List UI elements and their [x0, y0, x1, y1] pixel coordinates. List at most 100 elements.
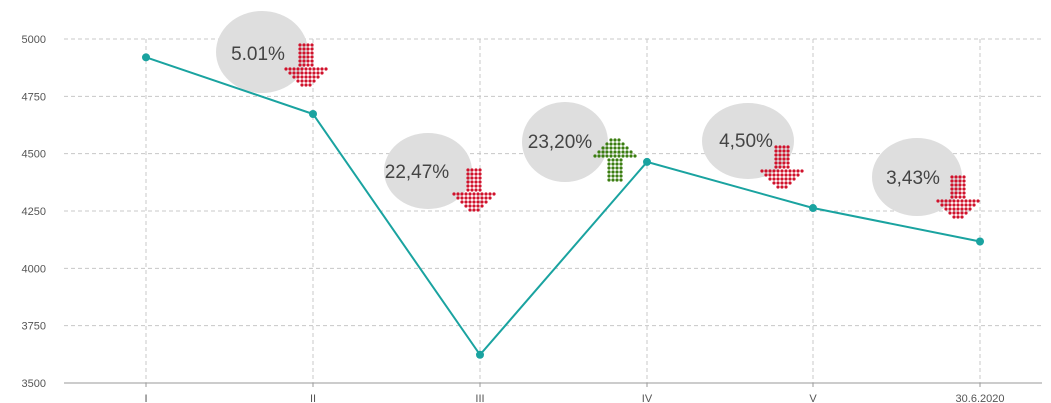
annotation-bubble	[522, 102, 608, 182]
arrow-dot	[601, 154, 605, 158]
arrow-dot	[940, 199, 944, 203]
arrow-dot	[968, 203, 972, 207]
arrow-dot	[607, 178, 611, 182]
arrow-dot	[780, 173, 784, 177]
change-annotation: 4,50%	[702, 103, 804, 189]
arrow-dot	[609, 150, 613, 154]
arrow-dot	[964, 199, 968, 203]
arrow-dot	[466, 172, 470, 176]
arrow-dot	[768, 169, 772, 173]
arrow-dot	[800, 169, 804, 173]
arrow-dot	[474, 176, 478, 180]
arrow-dot	[617, 142, 621, 146]
arrow-dot	[619, 158, 623, 162]
arrow-dot	[613, 150, 617, 154]
arrow-dot	[460, 200, 464, 204]
arrow-dot	[306, 43, 310, 47]
annotation-bubble	[384, 133, 472, 209]
arrow-dot	[952, 207, 956, 211]
arrow-dot	[625, 146, 629, 150]
arrow-dot	[617, 138, 621, 142]
arrow-dot	[304, 75, 308, 79]
arrow-dot	[960, 203, 964, 207]
arrow-dot	[950, 187, 954, 191]
arrow-dot	[613, 142, 617, 146]
arrow-dot	[316, 67, 320, 71]
arrow-dot	[480, 192, 484, 196]
arrow-dot	[792, 169, 796, 173]
arrow-dot	[302, 55, 306, 59]
arrow-dot	[621, 154, 625, 158]
arrow-dot	[629, 150, 633, 154]
arrow-dot	[312, 79, 316, 83]
arrow-dot	[476, 200, 480, 204]
arrow-dot	[780, 169, 784, 173]
arrow-dot	[778, 157, 782, 161]
arrow-dot	[306, 47, 310, 51]
arrow-dot	[964, 207, 968, 211]
arrow-dot	[774, 145, 778, 149]
arrow-dot	[310, 47, 314, 51]
arrow-dot	[488, 196, 492, 200]
arrow-dot	[774, 157, 778, 161]
arrow-dot	[611, 162, 615, 166]
annotation-bubble	[872, 138, 962, 216]
data-point	[643, 157, 651, 166]
arrow-dot	[308, 67, 312, 71]
arrow-dot	[784, 177, 788, 181]
arrow-dot	[615, 162, 619, 166]
arrow-dot	[962, 179, 966, 183]
arrow-dot	[786, 157, 790, 161]
arrow-dot	[782, 165, 786, 169]
grid-lines	[64, 38, 1042, 383]
arrow-dot	[310, 51, 314, 55]
arrow-dot	[474, 172, 478, 176]
arrow-dot	[456, 196, 460, 200]
arrow-dot	[476, 208, 480, 212]
arrow-dot	[778, 161, 782, 165]
arrow-dot	[788, 177, 792, 181]
annotation-label: 23,20%	[528, 132, 593, 153]
arrow-dot	[956, 211, 960, 215]
arrow-dot	[308, 71, 312, 75]
x-tick-label: V	[809, 393, 817, 403]
arrow-dot	[950, 183, 954, 187]
arrow-dot	[472, 200, 476, 204]
arrow-dot	[320, 67, 324, 71]
arrow-dot	[470, 176, 474, 180]
arrow-dot	[621, 142, 625, 146]
arrow-dot	[296, 71, 300, 75]
arrow-dot	[621, 150, 625, 154]
arrow-dot	[304, 67, 308, 71]
arrow-dot	[964, 203, 968, 207]
arrow-dot	[292, 67, 296, 71]
arrow-dot	[772, 181, 776, 185]
arrow-dot	[607, 158, 611, 162]
arrow-dot	[478, 176, 482, 180]
arrow-dot	[607, 166, 611, 170]
arrow-dot	[786, 145, 790, 149]
arrow-dot	[962, 175, 966, 179]
arrow-dot	[972, 203, 976, 207]
arrow-dot	[944, 199, 948, 203]
annotation-label: 5.01%	[231, 44, 285, 65]
arrow-dot	[292, 71, 296, 75]
arrow-dot	[302, 59, 306, 63]
arrow-dot	[611, 178, 615, 182]
arrow-dot	[298, 59, 302, 63]
arrow-dot	[956, 215, 960, 219]
arrow-dot	[962, 183, 966, 187]
arrow-dot	[948, 211, 952, 215]
arrow-dot	[782, 161, 786, 165]
arrow-dot	[474, 180, 478, 184]
arrow-dot	[621, 146, 625, 150]
arrow-dot	[302, 63, 306, 67]
arrow-dot	[784, 173, 788, 177]
arrow-dot	[786, 149, 790, 153]
arrow-dot	[302, 43, 306, 47]
arrow-dot	[468, 208, 472, 212]
arrow-dot	[464, 192, 468, 196]
arrow-dot	[768, 177, 772, 181]
change-annotation: 5.01%	[216, 11, 328, 93]
arrow-dot	[948, 199, 952, 203]
